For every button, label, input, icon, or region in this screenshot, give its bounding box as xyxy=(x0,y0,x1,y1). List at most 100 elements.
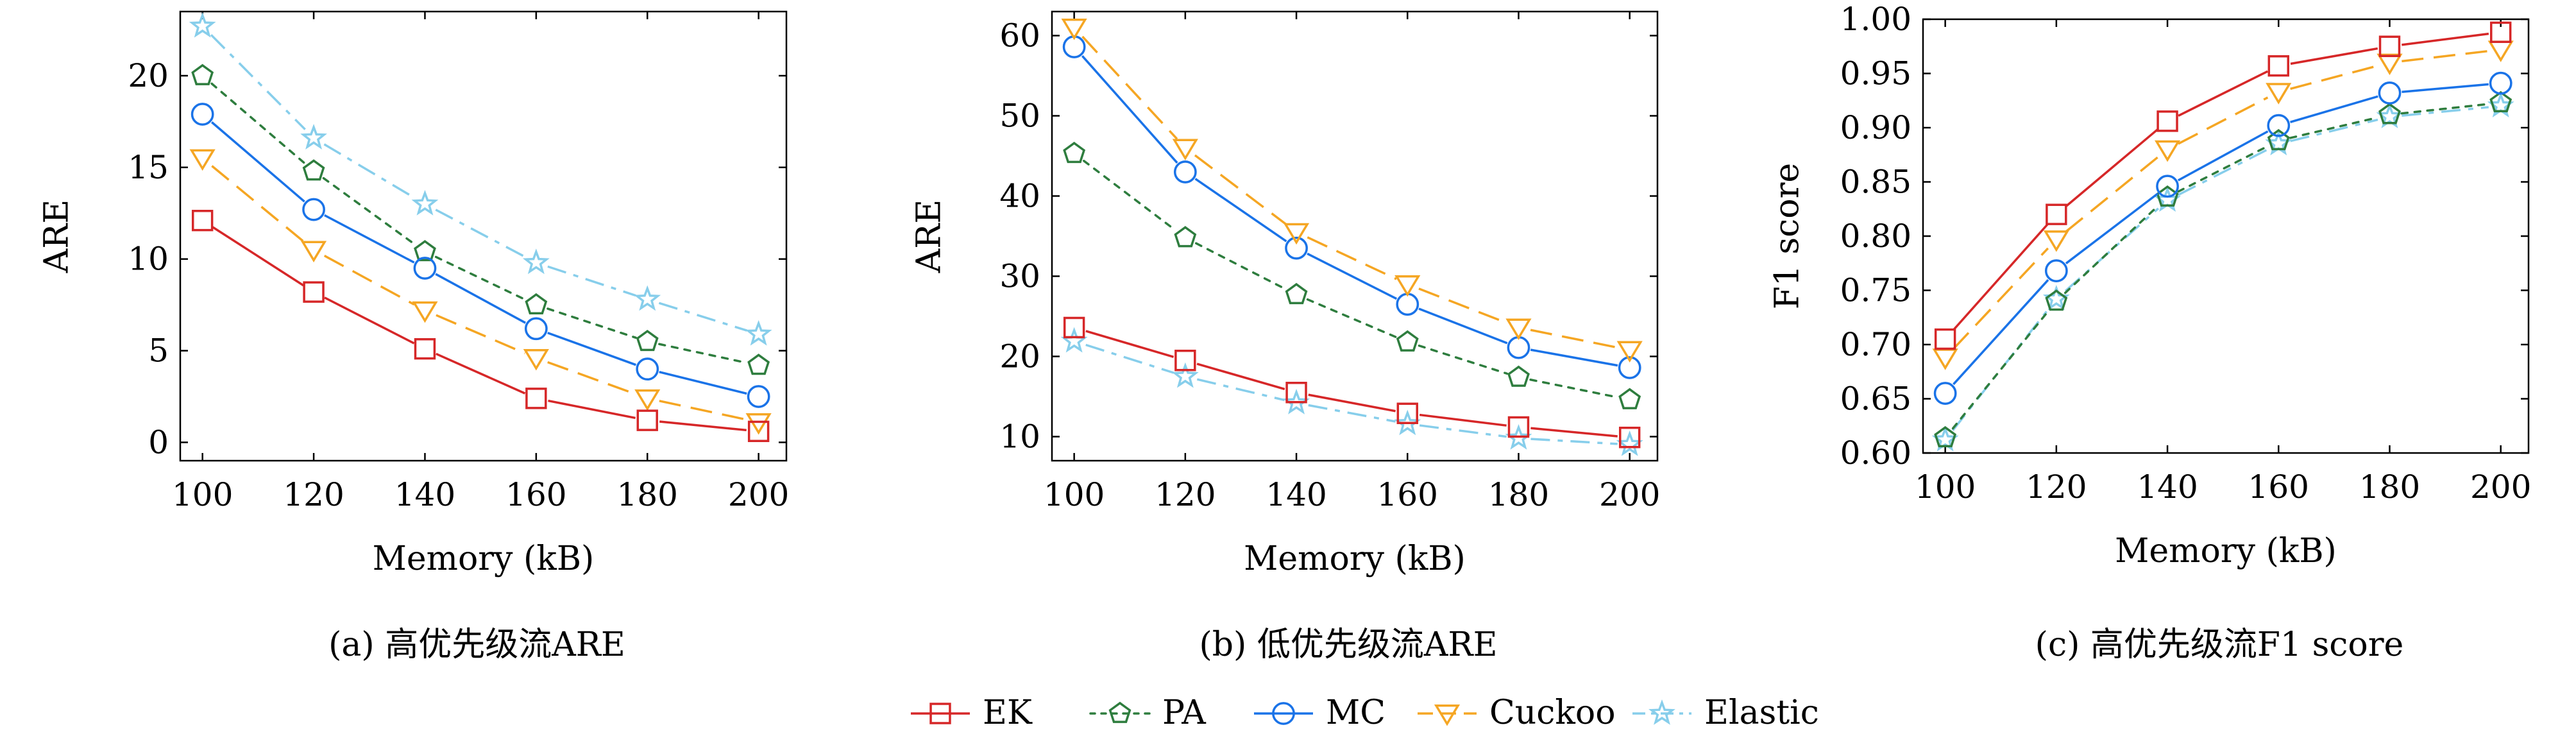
panel-a-elastic-line-segment xyxy=(658,302,748,332)
panel-c-axes-frame xyxy=(1922,18,2530,454)
panel-a-pa-line-segment xyxy=(434,255,527,301)
panel-c-elastic-line-segment xyxy=(2290,118,2378,142)
panel-b-pa-point xyxy=(1174,226,1197,248)
panel-a-ek-point xyxy=(636,409,658,431)
panel-a-series-mc xyxy=(191,103,770,408)
panel-c-ek-line-segment xyxy=(1952,223,2049,331)
panel-b-elastic-point xyxy=(1616,431,1643,456)
legend-item-ek: EK xyxy=(911,694,1033,732)
panel-c-cuckoo-point xyxy=(1932,348,1958,370)
panel-c-pa-line-segment xyxy=(2063,204,2160,295)
panel-b-elastic-line-segment xyxy=(1530,438,1618,445)
panel-c-x-axis-label: Memory (kB) xyxy=(2115,532,2337,570)
panel-b-cuckoo-line-segment xyxy=(1307,236,1397,280)
panel-a-series-ek xyxy=(191,210,770,442)
panel-b-y-tick-label: 50 xyxy=(999,98,1040,135)
panel-c-ek-point xyxy=(2046,203,2067,225)
panel-c-ek-point xyxy=(1934,328,1956,350)
panel-c-ek-line-segment xyxy=(2402,32,2489,46)
panel-b-x-tick-label: 140 xyxy=(1266,476,1326,513)
panel-b-elastic-point xyxy=(1505,424,1532,450)
panel-b-pa-point xyxy=(1618,388,1641,409)
panel-c-elastic-line-segment xyxy=(2402,106,2489,117)
panel-b-mc-line-segment xyxy=(1081,55,1178,164)
panel-b-ek-point xyxy=(1507,416,1530,438)
panel-b-elastic-point xyxy=(1060,327,1088,353)
panel-c-mc-line-segment xyxy=(1953,278,2049,386)
panel-b-pa-point xyxy=(1285,282,1308,305)
panel-b-elastic-point xyxy=(1283,389,1310,414)
panel-c-cuckoo-point xyxy=(2043,230,2069,252)
panel-a-cuckoo-point xyxy=(300,241,327,262)
legend-marker-cuckoo xyxy=(1434,705,1461,726)
panel-b-ek-point xyxy=(1285,382,1307,404)
panel-c-x-tick-label: 120 xyxy=(2026,468,2087,506)
panel-c-mc-point xyxy=(2378,81,2402,105)
panel-b-y-tick-label: 10 xyxy=(999,418,1040,456)
panel-c-series-cuckoo xyxy=(1932,40,2514,370)
panel-a-elastic-point xyxy=(745,320,772,346)
panel-b-elastic-line-segment xyxy=(1196,378,1285,402)
panel-a-x-tick-label: 180 xyxy=(617,476,678,513)
panel-a-y-tick-label: 5 xyxy=(148,332,169,370)
panel-b-elastic-line-segment xyxy=(1308,404,1396,423)
panel-a-ek-line-segment xyxy=(548,399,636,420)
panel-c-x-tick-label: 180 xyxy=(2359,468,2420,506)
panel-c-caption: (c) 高优先级流F1 score xyxy=(2035,626,2404,664)
panel-b-cuckoo-point xyxy=(1616,341,1643,363)
panel-a-mc-point xyxy=(636,357,659,381)
panel-a-x-tick-label: 160 xyxy=(505,476,566,513)
legend-item-pa: PA xyxy=(1089,694,1207,732)
panel-a-pa-point xyxy=(414,239,436,262)
panel-a-pa-point xyxy=(191,64,214,85)
panel-c-ek-line-segment xyxy=(2290,47,2378,65)
panel-c-mc-line-segment xyxy=(2177,130,2269,182)
panel-c-pa-line-segment xyxy=(2177,145,2269,193)
panel-c-y-tick-label: 0.60 xyxy=(1840,434,1911,472)
panel-c-cuckoo-point xyxy=(2377,53,2403,76)
panel-a-mc-point xyxy=(524,317,548,341)
panel-c-elastic-point xyxy=(2376,103,2403,128)
panel-c-cuckoo-point xyxy=(2154,140,2181,162)
panel-b-x-axis-label: Memory (kB) xyxy=(1244,540,1466,578)
panel-c-ek-line-segment xyxy=(2178,70,2269,117)
panel-c-ek-point xyxy=(2378,35,2401,57)
panel-b-series-mc xyxy=(1062,35,1641,379)
panel-a-mc-point xyxy=(747,385,770,408)
panel-a-elastic-line-segment xyxy=(323,143,416,199)
panel-c-y-tick-label: 1.00 xyxy=(1840,1,1911,38)
panel-a-ek-point xyxy=(747,420,770,442)
panel-a-elastic-point xyxy=(189,12,216,38)
panel-b-cuckoo-point xyxy=(1505,318,1532,341)
panel-b-series-ek xyxy=(1063,316,1641,448)
panel-a-ek-point xyxy=(525,388,547,409)
panel-a-y-axis-label: ARE xyxy=(38,200,76,274)
panel-c-series-mc xyxy=(1933,71,2512,405)
legend-marker-elastic xyxy=(1648,699,1675,725)
panel-a-ek-point xyxy=(303,281,325,303)
panel-a-ek-line-segment xyxy=(212,226,305,287)
panel-b-y-tick-label: 30 xyxy=(999,258,1040,295)
panel-a-pa-line-segment xyxy=(210,82,306,164)
panel-a-mc-point xyxy=(191,103,214,126)
panel-a-y-tick-label: 10 xyxy=(128,241,169,278)
panel-b-mc-line-segment xyxy=(1418,307,1508,345)
panel-b-mc-line-segment xyxy=(1307,252,1398,300)
legend-label-ek: EK xyxy=(983,694,1033,732)
panel-a-elastic-point xyxy=(300,124,327,149)
panel-a-pa-line-segment xyxy=(322,176,416,246)
panel-c-elastic-point xyxy=(1931,425,1959,452)
panel-c-mc-point xyxy=(2156,175,2179,198)
panel-c-y-tick-label: 0.85 xyxy=(1840,164,1911,201)
panel-b-cuckoo-point xyxy=(1283,223,1310,245)
panel-c-x-tick-label: 140 xyxy=(2137,468,2198,506)
panel-b-elastic-line-segment xyxy=(1085,343,1174,374)
panel-a-cuckoo-line-segment xyxy=(547,361,636,396)
panel-c-cuckoo-line-segment xyxy=(2290,64,2378,90)
panel-c-pa-point xyxy=(2267,128,2290,151)
panel-c-x-tick-label: 200 xyxy=(2470,468,2531,506)
panel-a-cuckoo-point xyxy=(745,413,772,435)
legend-marker-pa xyxy=(1108,701,1131,723)
legend-item-elastic: Elastic xyxy=(1632,694,1819,732)
panel-c-pa-point xyxy=(2378,103,2401,124)
